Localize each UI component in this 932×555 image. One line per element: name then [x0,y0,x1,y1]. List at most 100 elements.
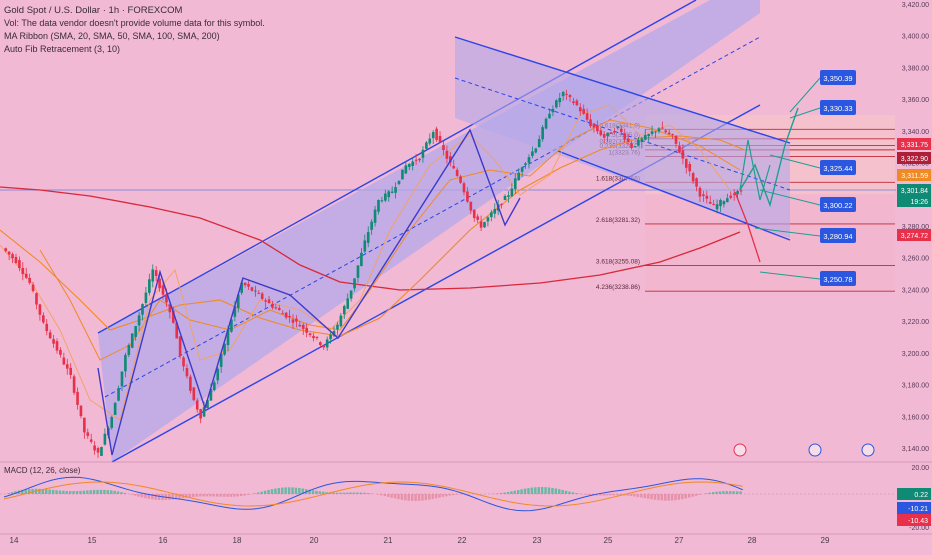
candle-body [504,196,507,200]
candle-body [28,278,31,283]
x-tick-label: 25 [604,536,613,545]
target-label-text: 3,300.22 [823,201,852,210]
candle-body [312,336,315,338]
candle-body [487,217,490,221]
y-tick-label: 3,420.00 [902,2,929,9]
candle-body [644,135,647,140]
candle-body [702,194,705,196]
macd-legend[interactable]: MACD (12, 26, close) [4,466,80,475]
candle-body [675,136,678,144]
macd-histogram-bar [370,493,372,494]
candle-body [545,119,548,129]
macd-histogram-bar [360,493,362,494]
ma-ribbon-legend[interactable]: MA Ribbon (SMA, 20, SMA, 50, SMA, 100, S… [4,31,220,41]
macd-histogram-bar [452,494,454,495]
macd-histogram-bar [520,489,522,494]
x-tick-label: 20 [310,536,319,545]
fib-legend[interactable]: Auto Fib Retracement (3, 10) [4,44,120,54]
candle-body [121,371,124,386]
macd-histogram-bar [141,494,143,497]
macd-histogram-bar [343,493,345,494]
candle-body [275,307,278,308]
candle-body [25,274,28,278]
event-flag-icon[interactable] [734,444,746,456]
macd-histogram-bar [62,491,64,494]
macd-histogram-bar [613,494,615,495]
macd-histogram-bar [356,493,358,494]
macd-histogram-bar [527,488,529,494]
macd-histogram-bar [288,487,290,494]
macd-histogram-bar [110,490,112,494]
candle-body [709,202,712,204]
macd-histogram-bar [644,494,646,498]
candle-body [268,299,271,303]
candle-body [8,252,11,255]
candle-body [459,176,462,182]
candle-body [688,164,691,171]
candle-body [606,133,609,136]
macd-histogram-bar [93,490,95,494]
macd-histogram-bar [384,494,386,496]
y-tick-label: 3,220.00 [902,319,929,326]
candle-body [613,131,616,132]
candle-body [682,150,685,158]
fib-label-4.236: 4.236(3238.86) [596,284,640,291]
candle-body [59,350,62,355]
candle-body [394,187,397,193]
macd-histogram-bar [503,493,505,494]
candle-body [726,198,729,202]
candle-body [340,316,343,327]
candle-body [254,291,257,292]
candle-body [692,173,695,181]
macd-histogram-bar [390,494,392,498]
x-tick-label: 28 [748,536,757,545]
macd-histogram-bar [192,494,194,497]
macd-histogram-bar [455,494,457,495]
macd-histogram-bar [558,489,560,494]
macd-histogram-bar [90,490,92,494]
macd-histogram-bar [233,494,235,497]
y-tick-label: 3,260.00 [902,256,929,263]
macd-histogram-bar [346,493,348,494]
macd-histogram-bar [240,494,242,496]
macd-histogram-bar [117,491,119,494]
fib-label-3.618: 3.618(3255.08) [596,259,640,266]
macd-histogram-bar [336,493,338,494]
candle-body [439,136,442,142]
macd-histogram-bar [633,494,635,496]
candle-body [535,149,538,153]
event-flag-icon[interactable] [862,444,874,456]
candle-body [435,129,438,140]
event-flag-icon[interactable] [809,444,821,456]
candle-body [32,285,35,291]
candle-body [565,94,568,95]
candle-body [517,173,520,180]
candle-body [685,159,688,168]
macd-histogram-bar [667,494,669,501]
candle-body [261,294,264,299]
macd-histogram-bar [732,491,734,494]
candle-body [216,369,219,381]
candle-body [281,313,284,314]
candle-body [271,304,274,308]
candle-body [302,325,305,329]
candle-body [599,130,602,135]
candle-body [664,130,667,132]
macd-histogram-bar [298,488,300,494]
candle-body [463,183,466,192]
candle-body [42,315,45,322]
x-tick-label: 21 [384,536,393,545]
candle-body [35,293,38,304]
candle-body [97,448,100,453]
candle-body [52,339,55,344]
candle-body [134,326,137,337]
target-label-text: 3,250.78 [823,275,852,284]
candle-body [678,146,681,153]
candle-body [740,190,743,191]
macd-value-text: -10.21 [908,506,928,513]
macd-histogram-bar [449,494,451,496]
candle-body [452,166,455,168]
macd-histogram-bar [120,492,122,494]
